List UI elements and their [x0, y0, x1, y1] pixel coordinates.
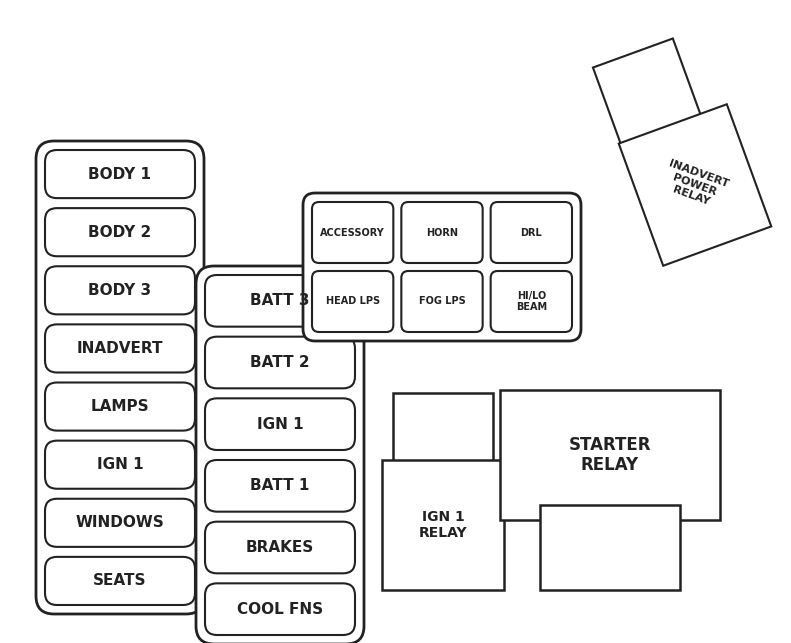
Text: WINDOWS: WINDOWS: [76, 515, 165, 530]
Text: COOL FNS: COOL FNS: [237, 602, 323, 617]
Bar: [382, 460, 504, 590]
FancyBboxPatch shape: [205, 337, 355, 388]
FancyBboxPatch shape: [490, 271, 572, 332]
FancyBboxPatch shape: [312, 202, 393, 263]
FancyBboxPatch shape: [401, 271, 483, 332]
Text: ACCESSORY: ACCESSORY: [320, 228, 385, 237]
FancyBboxPatch shape: [45, 324, 195, 372]
Text: HORN: HORN: [426, 228, 458, 237]
Text: IGN 1: IGN 1: [97, 457, 143, 472]
FancyBboxPatch shape: [205, 583, 355, 635]
Text: SEATS: SEATS: [93, 574, 147, 588]
FancyBboxPatch shape: [303, 193, 581, 341]
Bar: [619, 104, 771, 266]
FancyBboxPatch shape: [205, 460, 355, 512]
FancyBboxPatch shape: [45, 440, 195, 489]
FancyBboxPatch shape: [490, 202, 572, 263]
Text: BODY 2: BODY 2: [89, 224, 152, 240]
Text: IGN 1
RELAY: IGN 1 RELAY: [418, 510, 467, 540]
Text: BODY 3: BODY 3: [89, 283, 152, 298]
FancyBboxPatch shape: [205, 521, 355, 574]
Text: INADVERT
POWER
RELAY: INADVERT POWER RELAY: [660, 159, 730, 212]
FancyBboxPatch shape: [196, 266, 364, 643]
Text: BATT 3: BATT 3: [250, 293, 310, 309]
FancyBboxPatch shape: [205, 275, 355, 327]
FancyBboxPatch shape: [45, 266, 195, 314]
Text: BATT 2: BATT 2: [250, 355, 310, 370]
FancyBboxPatch shape: [205, 398, 355, 450]
Text: INADVERT: INADVERT: [77, 341, 163, 356]
FancyBboxPatch shape: [45, 499, 195, 547]
FancyBboxPatch shape: [45, 208, 195, 257]
FancyBboxPatch shape: [36, 141, 204, 614]
FancyBboxPatch shape: [401, 202, 483, 263]
Bar: [540, 505, 680, 590]
FancyBboxPatch shape: [45, 383, 195, 431]
Text: HI/LO
BEAM: HI/LO BEAM: [516, 291, 547, 312]
FancyBboxPatch shape: [45, 150, 195, 198]
Text: BATT 1: BATT 1: [250, 478, 310, 493]
Text: HEAD LPS: HEAD LPS: [326, 296, 380, 307]
Text: STARTER
RELAY: STARTER RELAY: [569, 435, 651, 475]
Bar: [393, 393, 493, 473]
Text: LAMPS: LAMPS: [91, 399, 149, 414]
Text: IGN 1: IGN 1: [257, 417, 303, 431]
Text: BRAKES: BRAKES: [246, 540, 314, 555]
Text: FOG LPS: FOG LPS: [418, 296, 465, 307]
Text: DRL: DRL: [520, 228, 542, 237]
Text: BODY 1: BODY 1: [89, 167, 152, 181]
Bar: [500, 390, 720, 520]
FancyBboxPatch shape: [45, 557, 195, 605]
Bar: [593, 39, 707, 161]
FancyBboxPatch shape: [312, 271, 393, 332]
